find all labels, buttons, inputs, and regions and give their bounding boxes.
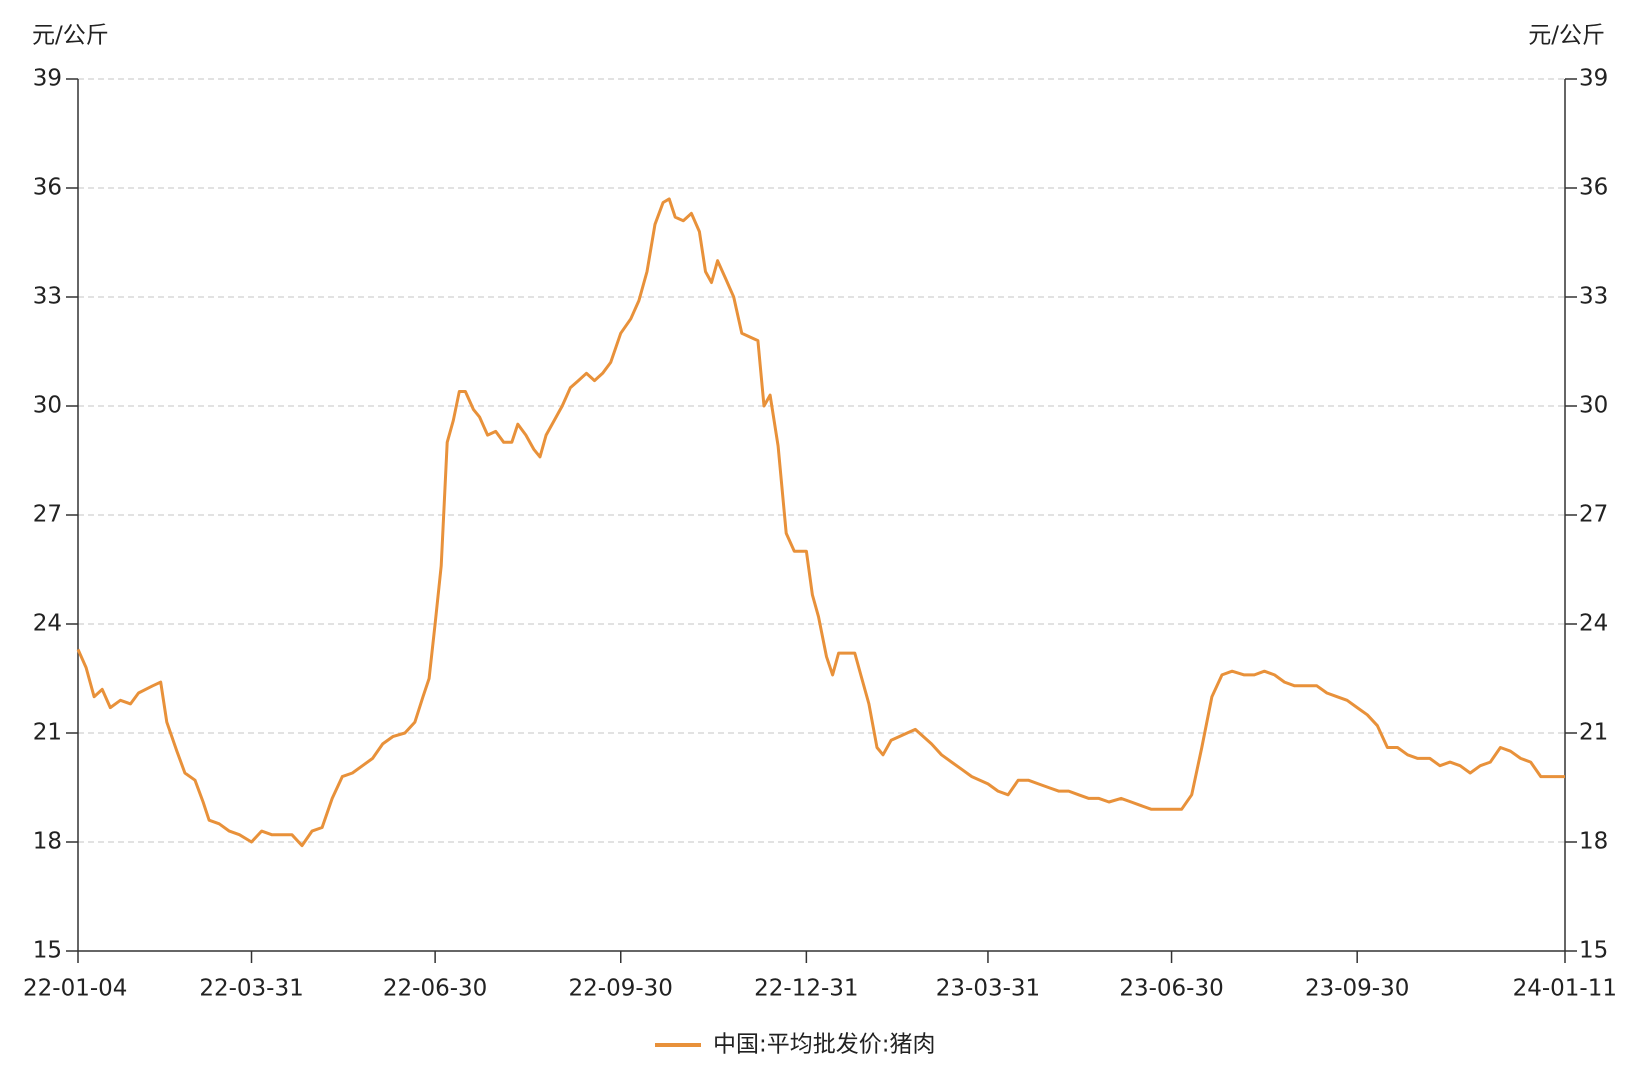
y2-tick-label: 24 [1579, 611, 1608, 637]
x-tick-label: 22-06-30 [383, 976, 487, 1002]
x-tick-label: 22-12-31 [754, 976, 858, 1002]
y2-axis-label: 元/公斤 [1528, 23, 1605, 49]
line-series [76, 197, 1565, 848]
y2-tick-label: 21 [1579, 720, 1608, 746]
y-tick-label: 27 [33, 502, 62, 528]
x-tick-label: 23-09-30 [1305, 976, 1409, 1002]
y-tick-label: 15 [33, 938, 62, 964]
x-tick-label: 22-01-04 [23, 976, 127, 1002]
y2-tick-label: 33 [1579, 284, 1608, 310]
x-tick-label: 22-09-30 [569, 976, 673, 1002]
y-tick-label: 39 [33, 66, 62, 92]
y2-tick-label: 18 [1579, 829, 1608, 855]
x-tick-label: 22-03-31 [199, 976, 303, 1002]
x-tick-label: 23-06-30 [1119, 976, 1223, 1002]
y-tick-label: 21 [33, 720, 62, 746]
x-tick-label: 23-03-31 [936, 976, 1040, 1002]
legend-label: 中国:平均批发价:猪肉 [713, 1032, 936, 1058]
y-axis-label: 元/公斤 [32, 23, 109, 49]
y2-tick-label: 15 [1579, 938, 1608, 964]
y-tick-label: 24 [33, 611, 62, 637]
y2-tick-label: 36 [1579, 175, 1608, 201]
y-tick-label: 18 [33, 829, 62, 855]
y2-tick-label: 39 [1579, 66, 1608, 92]
y2-tick-label: 30 [1579, 393, 1608, 419]
y-tick-label: 33 [33, 284, 62, 310]
y-tick-label: 30 [33, 393, 62, 419]
x-tick-label: 24-01-11 [1513, 976, 1617, 1002]
y2-tick-label: 27 [1579, 502, 1608, 528]
y-tick-label: 36 [33, 175, 62, 201]
